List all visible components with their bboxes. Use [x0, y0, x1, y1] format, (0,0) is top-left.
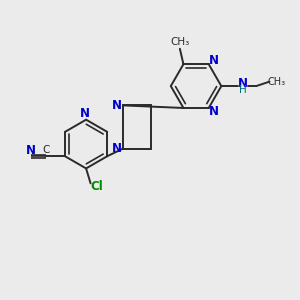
- Text: Cl: Cl: [91, 180, 103, 193]
- Text: N: N: [112, 142, 122, 155]
- Text: N: N: [26, 144, 36, 157]
- Text: CH₃: CH₃: [170, 37, 190, 47]
- Text: C: C: [42, 145, 50, 155]
- Text: CH₃: CH₃: [268, 76, 286, 87]
- Text: N: N: [209, 105, 219, 118]
- Text: N: N: [80, 107, 90, 120]
- Text: N: N: [238, 77, 248, 90]
- Text: N: N: [112, 99, 122, 112]
- Text: H: H: [239, 85, 247, 95]
- Text: N: N: [209, 54, 219, 67]
